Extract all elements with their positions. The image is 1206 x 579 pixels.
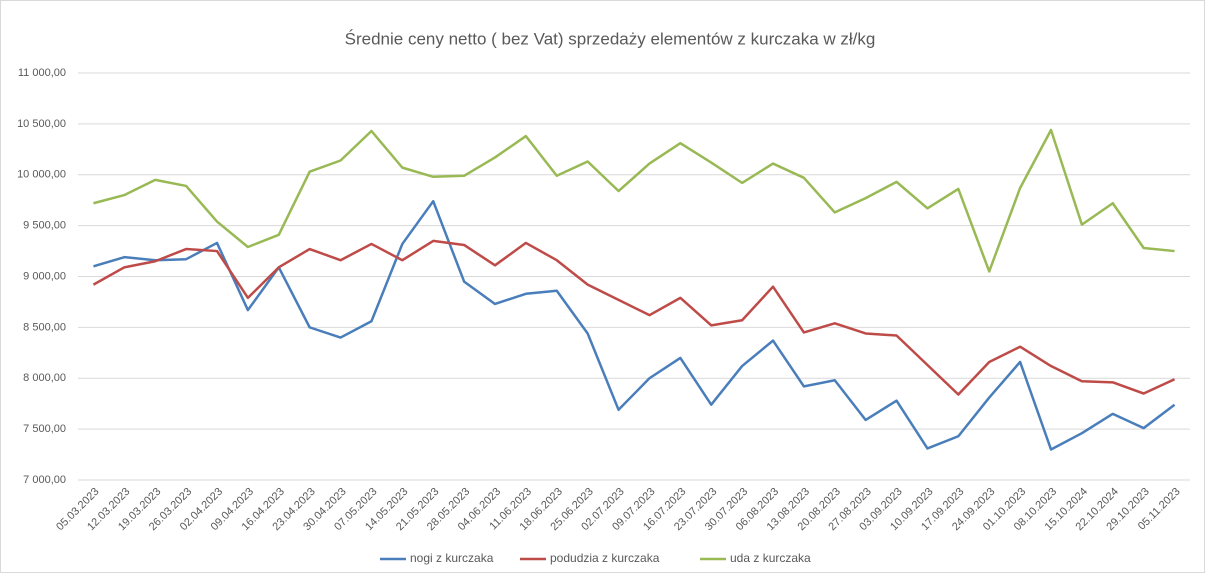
y-tick-label: 10 000,00 xyxy=(17,169,66,181)
y-tick-label: 10 500,00 xyxy=(17,118,66,130)
series-line xyxy=(93,128,1175,273)
y-tick-label: 9 500,00 xyxy=(23,220,66,232)
legend-label: uda z kurczaka xyxy=(730,551,811,565)
y-tick-label: 11 000,00 xyxy=(18,67,66,79)
series-line xyxy=(93,199,1176,451)
y-tick-label: 8 000,00 xyxy=(23,372,66,384)
y-tick-label: 9 000,00 xyxy=(23,270,66,282)
legend-label: podudzia z kurczaka xyxy=(550,551,660,565)
legend-label: nogi z kurczaka xyxy=(410,551,494,565)
y-tick-label: 7 500,00 xyxy=(23,423,66,435)
y-tick-label: 7 000,00 xyxy=(23,474,66,486)
series-line xyxy=(92,239,1176,396)
chart-title: Średnie ceny netto ( bez Vat) sprzedaży … xyxy=(345,29,876,48)
y-tick-label: 8 500,00 xyxy=(23,321,66,333)
